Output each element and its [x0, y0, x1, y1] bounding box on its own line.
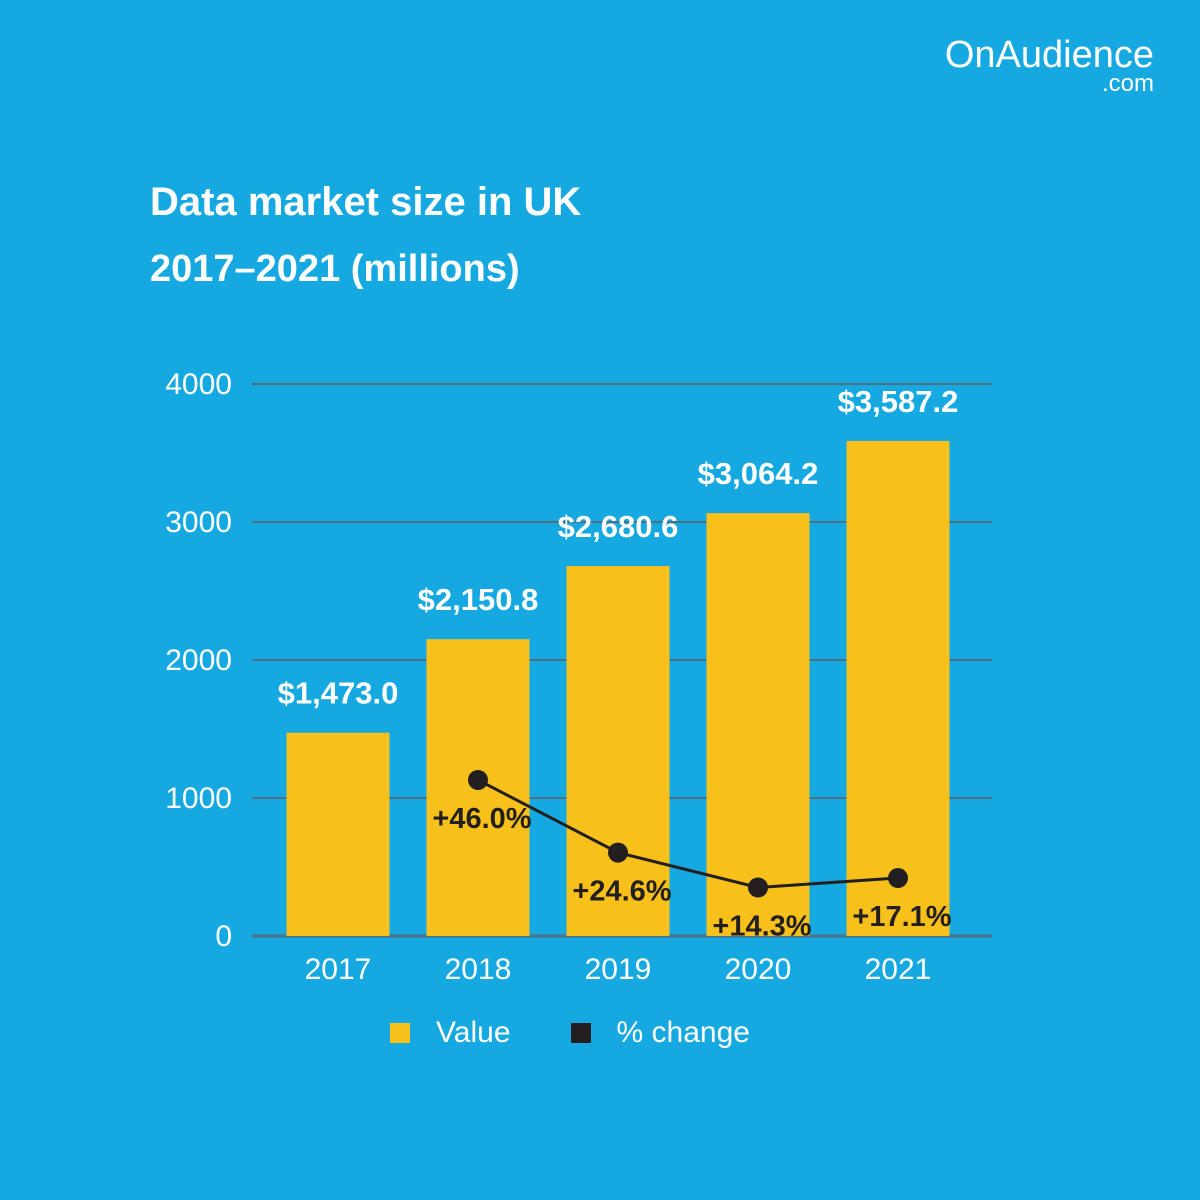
change-label: +14.3%: [712, 911, 811, 943]
y-tick-label: 3000: [165, 506, 232, 539]
change-point: [608, 842, 628, 863]
bar-value-label: $2,150.8: [418, 582, 539, 617]
legend: Value % change: [390, 1016, 750, 1050]
brand-name: OnAudience: [944, 34, 1154, 76]
legend-label-change: % change: [616, 1016, 750, 1049]
legend-item-value: Value: [390, 1016, 511, 1050]
legend-item-change: % change: [570, 1016, 750, 1050]
x-tick-label: 2020: [725, 953, 792, 986]
bar: [846, 440, 950, 936]
bar: [566, 566, 670, 936]
change-label: +17.1%: [852, 901, 951, 933]
change-point: [468, 770, 488, 790]
bar: [706, 513, 810, 936]
y-tick-label: 0: [215, 920, 232, 953]
y-tick-label: 4000: [165, 368, 232, 401]
chart-title: Data market size in UK: [150, 180, 582, 224]
change-point: [748, 877, 768, 898]
legend-swatch-value: [390, 1023, 410, 1043]
x-tick-label: 2018: [445, 953, 512, 986]
y-tick-label: 1000: [165, 782, 232, 815]
x-tick-label: 2021: [865, 953, 932, 986]
legend-swatch-change: [570, 1023, 591, 1043]
bar-value-label: $3,587.2: [838, 384, 959, 419]
change-point: [888, 868, 908, 889]
brand-logo: OnAudience .com: [945, 36, 1154, 96]
change-line: [477, 778, 899, 890]
change-label: +24.6%: [572, 876, 671, 908]
bar-value-label: $3,064.2: [698, 456, 819, 491]
change-label: +46.0%: [432, 803, 531, 835]
y-tick-label: 2000: [165, 644, 232, 677]
bar-value-label: $1,473.0: [278, 676, 399, 711]
bar-value-label: $2,680.6: [558, 509, 679, 544]
brand-domain: .com: [1101, 70, 1154, 97]
x-tick-label: 2019: [585, 953, 652, 986]
bar: [286, 732, 390, 936]
chart-subtitle: 2017–2021 (millions): [150, 248, 520, 290]
x-tick-label: 2017: [305, 953, 372, 986]
legend-label-value: Value: [436, 1016, 511, 1049]
